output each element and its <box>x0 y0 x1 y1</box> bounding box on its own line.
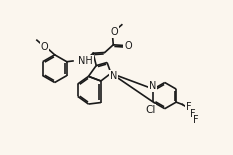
Text: Cl: Cl <box>145 105 155 115</box>
Text: NH: NH <box>79 56 93 66</box>
Text: F: F <box>193 115 198 125</box>
Text: O: O <box>110 27 118 38</box>
Text: O: O <box>41 42 48 52</box>
Text: O: O <box>124 41 132 51</box>
Text: N: N <box>110 71 117 81</box>
Text: F: F <box>190 109 195 119</box>
Text: F: F <box>186 102 191 112</box>
Text: N: N <box>149 81 156 91</box>
